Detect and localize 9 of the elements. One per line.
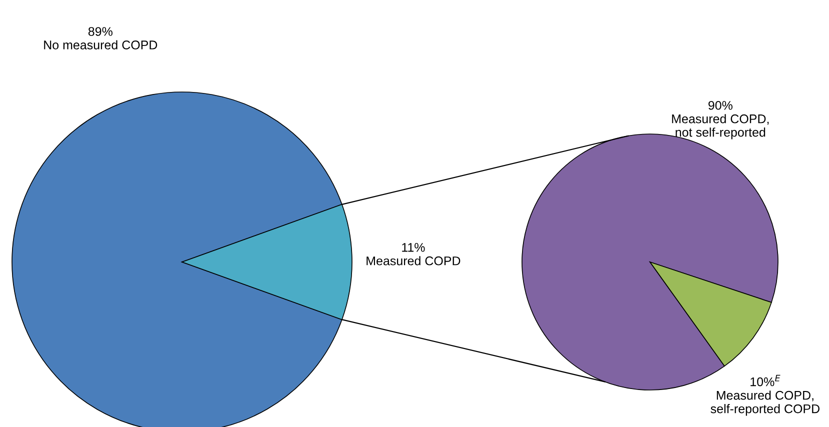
data-label: 10%$^{E}$ xyxy=(750,374,780,386)
slice-label: Measured COPD, self-reported COPD xyxy=(710,390,820,416)
slice-label: Measured COPD, not self-reported xyxy=(672,114,769,140)
pie-slice xyxy=(650,262,772,366)
data-label: 90% xyxy=(708,100,732,110)
data-label: 11% xyxy=(402,243,425,252)
slice-label: Measured COPD xyxy=(366,256,460,266)
data-label: 89% xyxy=(88,27,112,36)
slice-label: No measured COPD xyxy=(44,40,158,50)
